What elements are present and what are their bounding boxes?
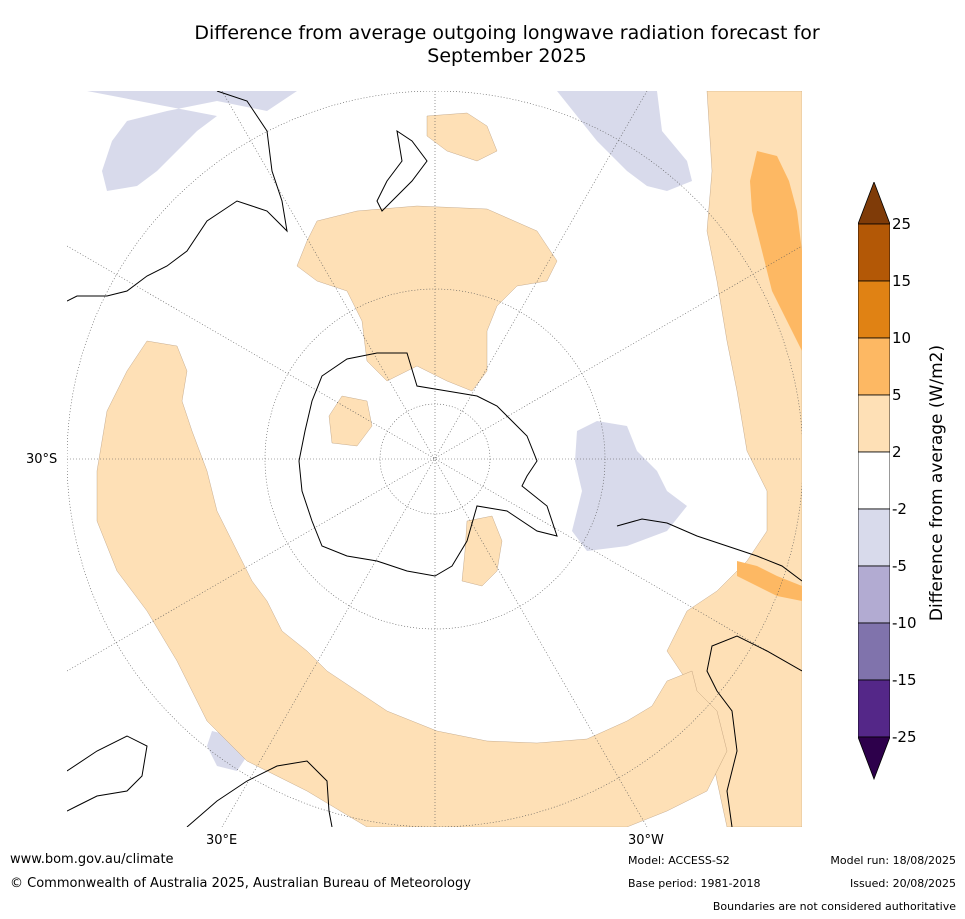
colorbar-segment: [857, 280, 891, 339]
colorbar-tick-label: -25: [892, 728, 917, 746]
colorbar-tick-label: 10: [892, 329, 912, 347]
positive-anomaly-area: [296, 205, 558, 392]
title-line-2: September 2025: [427, 45, 587, 67]
negative-anomaly-area: [557, 91, 692, 191]
colorbar-segment: [857, 337, 891, 396]
base-period-text: Base period: 1981-2018: [628, 877, 761, 890]
issued-text: Issued: 20/08/2025: [849, 877, 956, 890]
colorbar-segment: [857, 622, 891, 681]
new-zealand-coastline: [376, 129, 428, 212]
colorbar-tick-label: -10: [892, 614, 917, 632]
map-title: Difference from average outgoing longwav…: [0, 22, 965, 68]
copyright-text: © Commonwealth of Australia 2025, Austra…: [10, 876, 471, 891]
website-link[interactable]: www.bom.gov.au/climate: [10, 852, 174, 867]
colorbar-segment: [857, 565, 891, 624]
colorbar-segment: [857, 223, 891, 282]
colorbar-tick-label: 25: [892, 215, 912, 233]
negative-anomaly-area: [87, 91, 297, 191]
colorbar-segment: [857, 394, 891, 453]
negative-anomaly-area: [572, 421, 687, 551]
colorbar-tick-label: 15: [892, 272, 912, 290]
antarctica-coastline: [298, 352, 558, 577]
positive-anomaly-area: [328, 395, 373, 447]
meridian-line: [67, 245, 802, 672]
meridian-line: [67, 245, 802, 672]
disclaimer-text: Boundaries are not considered authoritat…: [712, 900, 956, 913]
positive-anomaly-area: [461, 515, 503, 587]
polar-map: [67, 91, 802, 827]
colorbar-tick-label: 2: [892, 443, 902, 461]
meridian-line: [221, 91, 648, 827]
model-run-text: Model run: 18/08/2025: [830, 854, 956, 867]
positive-anomaly-area: [737, 561, 802, 601]
map-canvas: [67, 91, 802, 827]
title-line-1: Difference from average outgoing longwav…: [194, 22, 820, 44]
colorbar-label: Difference from average (W/m2): [927, 344, 947, 622]
colorbar: [857, 180, 891, 782]
longitude-label-left: 30°E: [206, 833, 238, 848]
colorbar-segment: [857, 679, 891, 738]
positive-anomaly-area: [96, 340, 728, 827]
positive-anomaly-area: [750, 151, 802, 351]
australia-coastline: [67, 91, 288, 302]
colorbar-segment: [857, 451, 891, 510]
colorbar-extend-top: [857, 180, 891, 225]
africa-coastline: [67, 735, 333, 827]
colorbar-segment: [857, 508, 891, 567]
latitude-label: 30°S: [26, 452, 58, 467]
model-text: Model: ACCESS-S2: [628, 854, 730, 867]
colorbar-tick-label: 5: [892, 386, 902, 404]
positive-anomaly-area: [426, 112, 498, 162]
meridian-line: [221, 91, 648, 827]
south-america-coastline: [616, 518, 802, 827]
colorbar-tick-label: -5: [892, 557, 907, 575]
colorbar-graphic: [857, 180, 891, 781]
negative-anomaly-area: [207, 731, 247, 771]
colorbar-tick-label: -15: [892, 671, 917, 689]
colorbar-extend-bottom: [857, 736, 891, 781]
longitude-label-right: 30°W: [628, 833, 664, 848]
colorbar-tick-label: -2: [892, 500, 907, 518]
